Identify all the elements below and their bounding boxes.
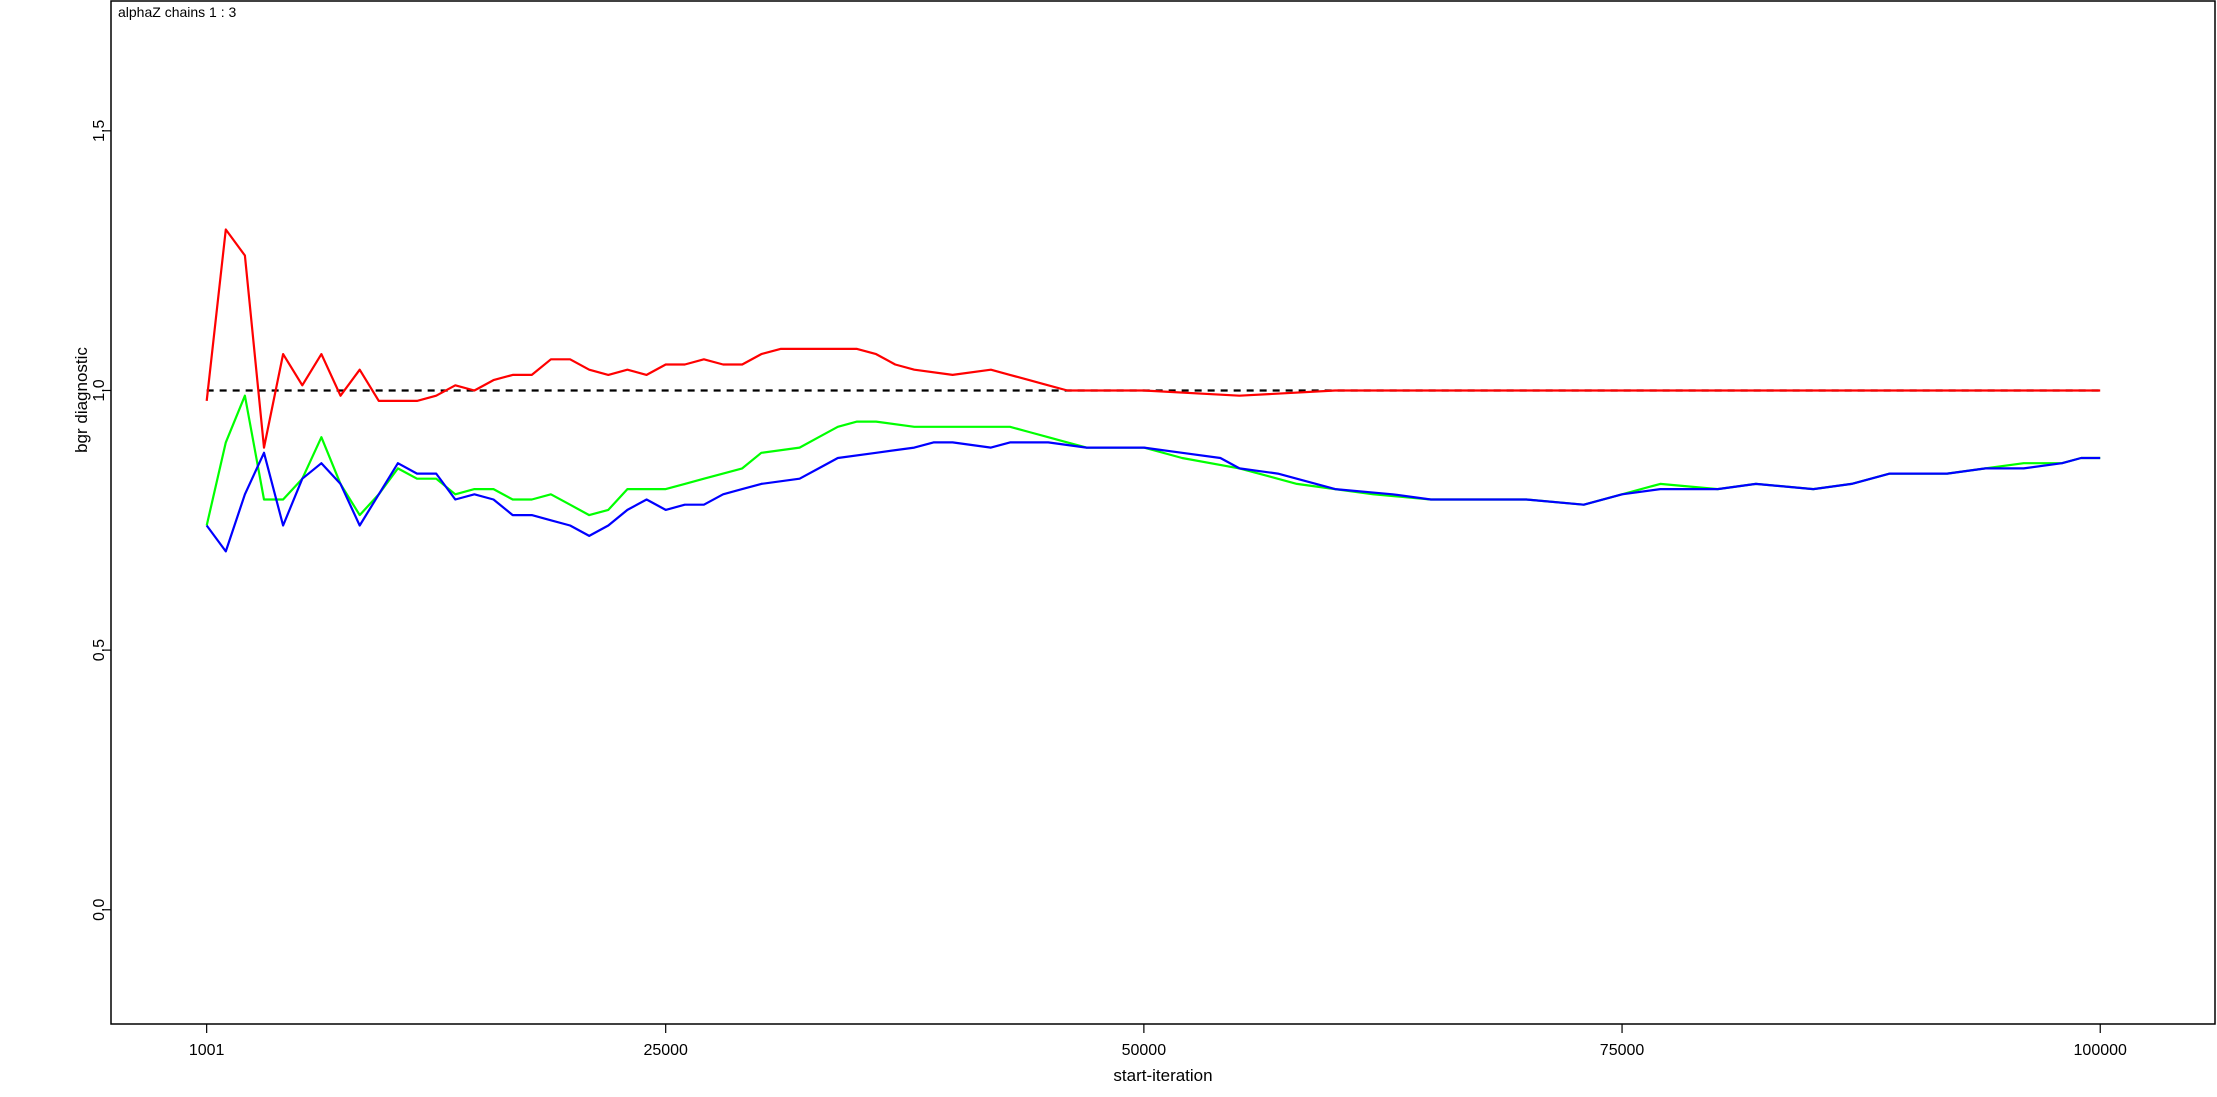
y-axis: 0.0 0.5 1.0 1.5 [91,120,111,921]
y-tick-label: 0.0 [91,899,108,921]
x-tick-label: 50000 [1122,1042,1167,1059]
y-tick-label: 1.0 [91,379,108,401]
y-tick-label: 0.5 [91,639,108,661]
series-layer [205,228,2101,553]
series-line-2 [205,394,2101,526]
y-tick-label: 1.5 [91,120,108,142]
x-tick-label: 25000 [643,1042,688,1059]
series-line-1 [205,228,2101,449]
x-tick-label: 75000 [1600,1042,1645,1059]
y-axis-title: bgr diagnostic [72,347,91,453]
series-line-3 [205,441,2101,553]
x-axis-title: start-iteration [1113,1066,1212,1085]
x-tick-label: 1001 [189,1042,225,1059]
plot-frame [110,0,2216,1025]
x-axis: 1001 25000 50000 75000 100000 [189,1024,2127,1059]
x-tick-label: 100000 [2074,1042,2127,1059]
plot-title: alphaZ chains 1 : 3 [118,4,237,20]
